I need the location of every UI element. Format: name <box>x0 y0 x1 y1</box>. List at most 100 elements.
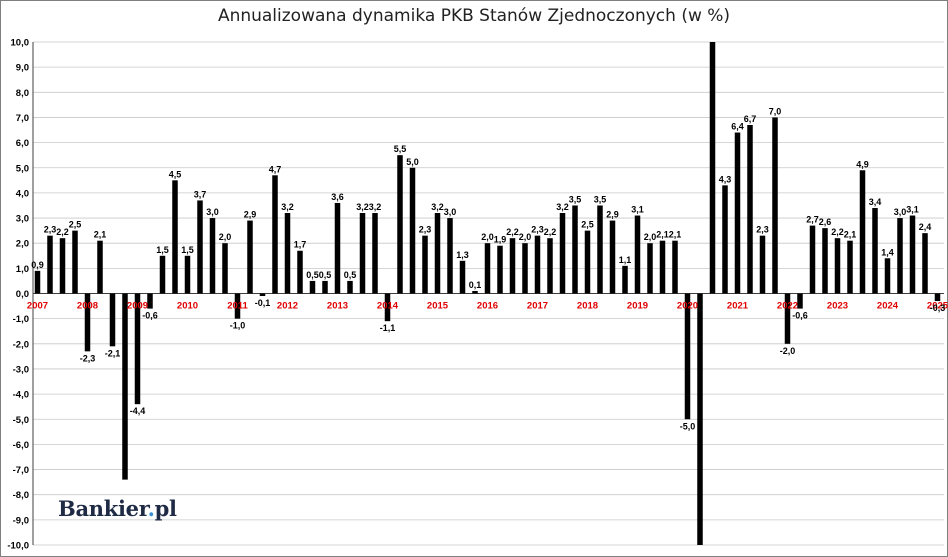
bar <box>197 200 203 294</box>
data-label: 3,2 <box>356 202 369 212</box>
y-tick-label: 5,0 <box>16 163 29 174</box>
data-label: 1,7 <box>294 240 307 250</box>
x-year-label: 2010 <box>177 301 198 312</box>
bar <box>359 213 366 294</box>
bar <box>797 293 803 309</box>
gridlines <box>32 41 944 546</box>
bar <box>734 132 741 294</box>
data-label: 3,0 <box>894 207 907 217</box>
data-label: -1,0 <box>230 321 246 331</box>
data-label: -0,3 <box>930 303 946 313</box>
bar <box>384 293 391 322</box>
data-label: 2,2 <box>544 227 557 237</box>
y-tick-label: 7,0 <box>16 113 29 124</box>
bar <box>122 293 128 480</box>
data-label: -0,6 <box>142 311 158 321</box>
data-label: -2,0 <box>780 346 796 356</box>
bar <box>159 255 166 294</box>
data-label: 2,0 <box>519 232 532 242</box>
x-year-label: 2018 <box>577 301 598 312</box>
bar <box>909 215 916 294</box>
bar <box>572 205 578 294</box>
bar <box>697 293 703 545</box>
bar <box>547 238 553 294</box>
data-label: 2,0 <box>644 232 657 242</box>
bar <box>709 42 716 294</box>
y-tick-label: -1,0 <box>13 314 29 325</box>
data-label: 0,1 <box>469 280 482 290</box>
data-label: 2,5 <box>581 220 594 230</box>
data-label: -2,1 <box>105 348 121 358</box>
bar <box>559 213 566 294</box>
bar <box>509 238 516 294</box>
bar <box>584 230 591 294</box>
x-axis-year-labels: 2007 2008 2009 2010 2011 2012 2013 2014 2015 2016… <box>27 301 948 312</box>
data-label: 1,1 <box>619 255 632 265</box>
x-year-label: 2007 <box>27 301 48 312</box>
data-label: -1,1 <box>380 323 396 333</box>
bar <box>84 293 91 352</box>
bar <box>822 228 828 294</box>
x-year-label: 2024 <box>877 301 899 312</box>
data-label: 5,0 <box>406 157 419 167</box>
y-tick-label: 1,0 <box>16 264 29 275</box>
y-tick-label: 3,0 <box>16 214 29 225</box>
bar <box>172 180 178 294</box>
y-tick-label: 6,0 <box>16 138 29 149</box>
bar <box>372 213 378 294</box>
bar <box>497 245 503 294</box>
data-label: 2,9 <box>606 210 619 220</box>
bar <box>247 220 253 294</box>
data-label: -0,6 <box>792 311 808 321</box>
bar <box>672 240 678 294</box>
data-label: 2,3 <box>531 225 544 235</box>
bar <box>934 293 941 302</box>
data-label: 3,0 <box>206 207 219 217</box>
y-tick-label: -3,0 <box>13 364 29 375</box>
bar <box>634 215 641 294</box>
bar <box>772 117 778 294</box>
logo-main-text: Bankier <box>58 496 148 521</box>
data-label: 2,9 <box>244 210 257 220</box>
y-tick-label: -2,0 <box>13 339 29 350</box>
bar <box>747 124 753 294</box>
bar <box>109 293 116 347</box>
y-axis-ticks: 10,0 9,0 8,0 7,0 6,0 5,0 4,0 3,0 2,0 1,0 0,0 -1,0 -2… <box>7 38 29 552</box>
bar <box>884 258 891 294</box>
data-label: 2,5 <box>69 220 82 230</box>
data-label: 3,2 <box>556 202 569 212</box>
data-label: 4,9 <box>856 159 869 169</box>
data-label: 3,2 <box>431 202 444 212</box>
y-tick-label: 0,0 <box>16 289 29 300</box>
data-label: 6,7 <box>744 114 757 124</box>
y-tick-label: -9,0 <box>13 515 29 526</box>
bar <box>534 235 541 294</box>
data-label: 6,4 <box>731 122 744 132</box>
data-label: 2,1 <box>669 230 682 240</box>
bankier-logo: Bankier.pl <box>58 496 177 521</box>
data-label: -4,4 <box>130 406 146 416</box>
bar <box>459 260 466 294</box>
x-year-label: 2019 <box>627 301 648 312</box>
data-label: 2,2 <box>506 227 519 237</box>
x-year-label: 2009 <box>127 301 148 312</box>
bar <box>272 175 278 294</box>
data-label: 4,3 <box>719 174 732 184</box>
y-tick-label: 2,0 <box>16 239 29 250</box>
y-tick-label: -4,0 <box>13 390 29 401</box>
data-label: 1,5 <box>156 245 169 255</box>
bar <box>434 213 441 294</box>
bar <box>284 213 291 294</box>
bar <box>872 207 878 294</box>
data-label: 2,3 <box>756 225 769 235</box>
data-label: 2,6 <box>819 217 832 227</box>
x-year-label: 2022 <box>777 301 798 312</box>
bar <box>47 235 53 294</box>
bar <box>322 280 328 294</box>
data-labels: 0,92,3 2,22,5-2,32,1-2,1-4,4-0,61,54,51,5… <box>31 106 945 431</box>
data-label: 1,5 <box>181 245 194 255</box>
y-tick-label: -6,0 <box>13 440 29 451</box>
x-year-label: 2013 <box>327 301 348 312</box>
bar <box>622 265 628 294</box>
